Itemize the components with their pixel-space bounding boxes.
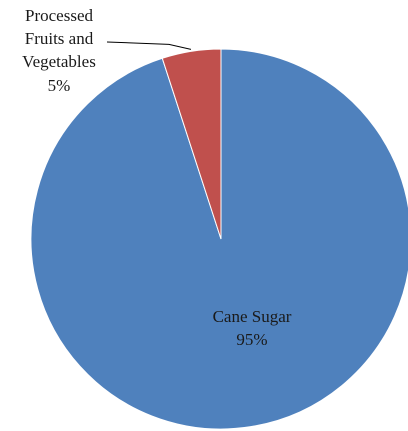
slice-label-cane-sugar: Cane Sugar <box>213 307 292 326</box>
slice-value-cane-sugar: 95% <box>236 330 267 349</box>
leader-line-processed-fruits <box>106 41 192 50</box>
pie-slice-cane-sugar <box>30 48 408 430</box>
pie-slice-processed-fruits <box>161 48 222 240</box>
slice-value-processed-fruits: 5% <box>48 76 71 95</box>
pie-slices <box>30 48 408 430</box>
slice-label-processed-fruits: Processed Fruits and Vegetables <box>22 6 96 71</box>
